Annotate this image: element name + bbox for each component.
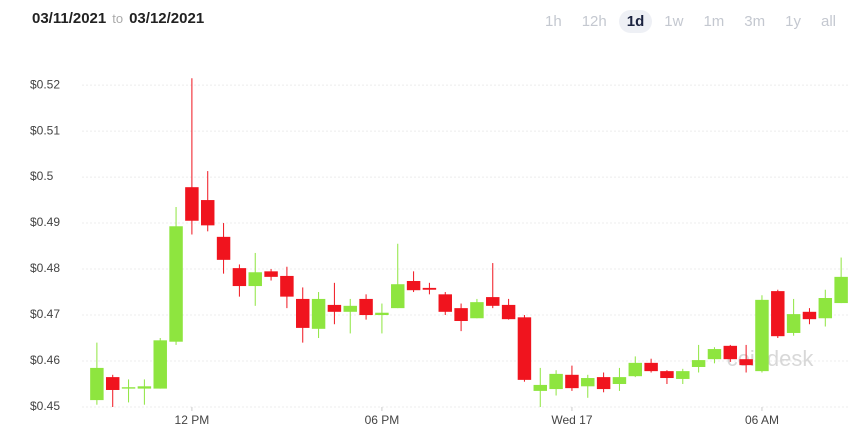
y-tick-label: $0.52 <box>30 77 60 91</box>
candle-body <box>105 377 120 390</box>
candle-body <box>676 371 690 379</box>
candle-body <box>628 362 643 377</box>
candle-body <box>248 272 262 287</box>
candle-body <box>216 236 231 260</box>
candle-body <box>121 387 136 389</box>
candle-body <box>185 187 199 221</box>
range-button[interactable]: 1h <box>545 13 562 30</box>
y-tick-label: $0.48 <box>30 261 60 275</box>
candle-body <box>454 308 468 322</box>
to-word: to <box>112 11 124 26</box>
candle-body <box>533 384 547 391</box>
range-button[interactable]: 1y <box>785 13 801 30</box>
candle-body <box>517 317 532 380</box>
range-button[interactable]: 1d <box>618 10 653 33</box>
y-tick-label: $0.46 <box>30 353 60 367</box>
candle-body <box>232 268 247 287</box>
range-button[interactable]: 1m <box>703 13 725 30</box>
candle-body <box>501 304 516 320</box>
candle-body <box>596 377 611 390</box>
date-range: 03/11/2021 to 03/12/2021 <box>32 10 204 27</box>
range-button[interactable]: 12h <box>581 13 607 30</box>
candle-body <box>660 371 674 379</box>
candle-body <box>834 276 848 304</box>
candle-body <box>802 311 817 320</box>
candle-body <box>691 360 706 367</box>
candle-body <box>723 345 738 360</box>
candle-body <box>169 226 183 342</box>
range-button[interactable]: 1w <box>664 13 684 30</box>
candle-body <box>375 312 389 316</box>
candle-body <box>264 271 278 277</box>
candle-body <box>327 304 342 312</box>
candle-body <box>486 297 500 306</box>
candle-body <box>406 280 421 291</box>
candle-body <box>343 305 357 312</box>
watermark: coindesk <box>727 346 815 371</box>
candle-body <box>201 200 215 226</box>
candle-body <box>739 359 753 366</box>
candle-body <box>311 298 326 329</box>
x-tick-label: 06 AM <box>745 413 779 427</box>
x-tick-label: 06 PM <box>365 413 400 427</box>
candle-body <box>359 298 373 316</box>
range-button[interactable]: all <box>820 13 836 30</box>
candle-body <box>137 386 152 389</box>
y-tick-label: $0.5 <box>30 169 54 183</box>
candle-body <box>90 367 104 401</box>
candle-body <box>549 373 563 390</box>
candle-body <box>280 275 294 297</box>
candle-body <box>707 349 722 360</box>
range-button[interactable]: 3m <box>744 13 766 30</box>
candle-body <box>391 284 405 309</box>
candle-body <box>644 362 658 372</box>
candle-body <box>612 377 627 385</box>
x-tick-label: Wed 17 <box>551 413 592 427</box>
from-date: 03/11/2021 <box>32 10 107 27</box>
candle-body <box>771 291 785 337</box>
candle-body <box>786 314 801 333</box>
candle-body <box>581 378 595 387</box>
to-date: 03/12/2021 <box>129 10 205 27</box>
candle-body <box>565 374 579 389</box>
range-buttons: 1h 12h 1d 1w 1m 3m 1y all <box>537 10 844 33</box>
candle-body <box>153 340 167 389</box>
candle-body <box>470 302 484 319</box>
candle-body <box>422 287 437 290</box>
y-tick-label: $0.49 <box>30 215 60 229</box>
candle-body <box>755 299 769 372</box>
y-tick-label: $0.51 <box>30 123 60 137</box>
y-tick-label: $0.45 <box>30 399 60 413</box>
x-tick-label: 12 PM <box>175 413 210 427</box>
candle-body <box>296 298 310 328</box>
candle-body <box>818 298 833 319</box>
y-tick-label: $0.47 <box>30 307 60 321</box>
candle-body <box>438 294 452 312</box>
